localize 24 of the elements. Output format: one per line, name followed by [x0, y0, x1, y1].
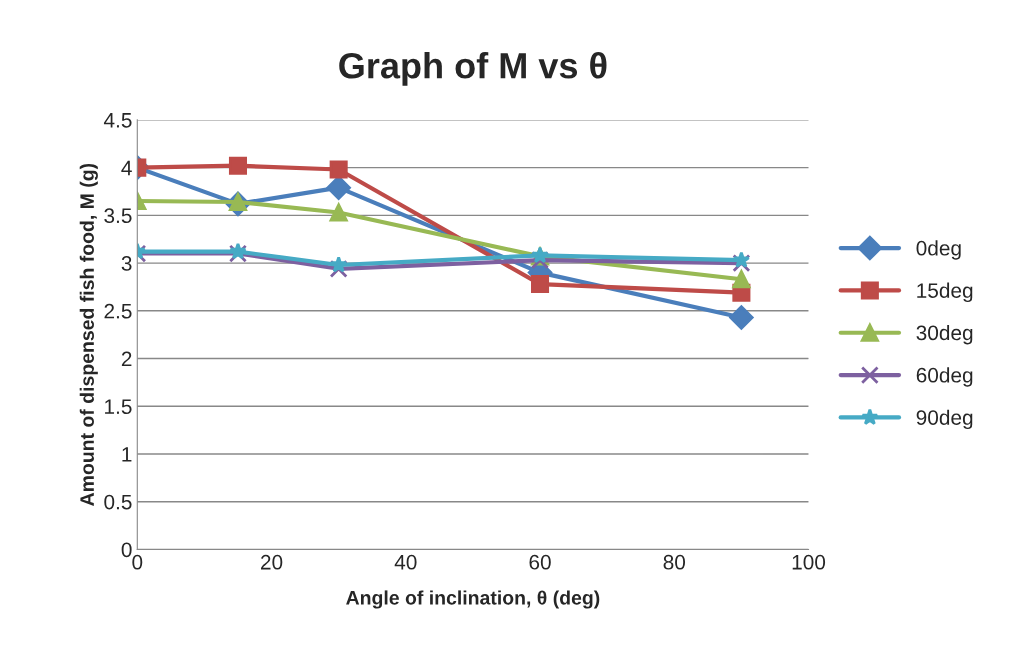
chart-title: Graph of M vs θ: [339, 52, 607, 86]
y-tick-label: 4.5: [103, 113, 132, 128]
y-tick-label: 0: [121, 542, 132, 558]
y-tick-label: 3: [121, 256, 132, 271]
legend-label: 60deg: [916, 367, 973, 387]
x-tick-label: 20: [261, 554, 283, 570]
x-axis-title: Angle of inclination, θ (deg): [346, 590, 600, 609]
y-tick-label: 3.5: [104, 208, 132, 224]
y-axis-title: Amount of dispensed fish food, M (g): [79, 163, 98, 506]
y-tick-label: 4: [121, 160, 132, 176]
y-tick-label: 2.5: [104, 303, 132, 319]
y-tick-label: 2: [121, 351, 132, 367]
y-tick-label: 1.5: [105, 399, 132, 415]
x-tick-label: 60: [529, 554, 551, 570]
legend-label: 0deg: [916, 240, 961, 260]
legend-label: 90deg: [916, 409, 973, 430]
x-tick-label: 0: [132, 554, 143, 570]
x-tick-label: 100: [792, 554, 826, 570]
x-tick-label: 40: [394, 554, 417, 570]
y-tick-label: 0.5: [104, 494, 132, 510]
x-tick-label: 80: [663, 554, 686, 570]
legend-label: 15deg: [917, 282, 973, 303]
legend-label: 30deg: [916, 324, 973, 345]
y-tick-label: 1: [122, 447, 132, 462]
